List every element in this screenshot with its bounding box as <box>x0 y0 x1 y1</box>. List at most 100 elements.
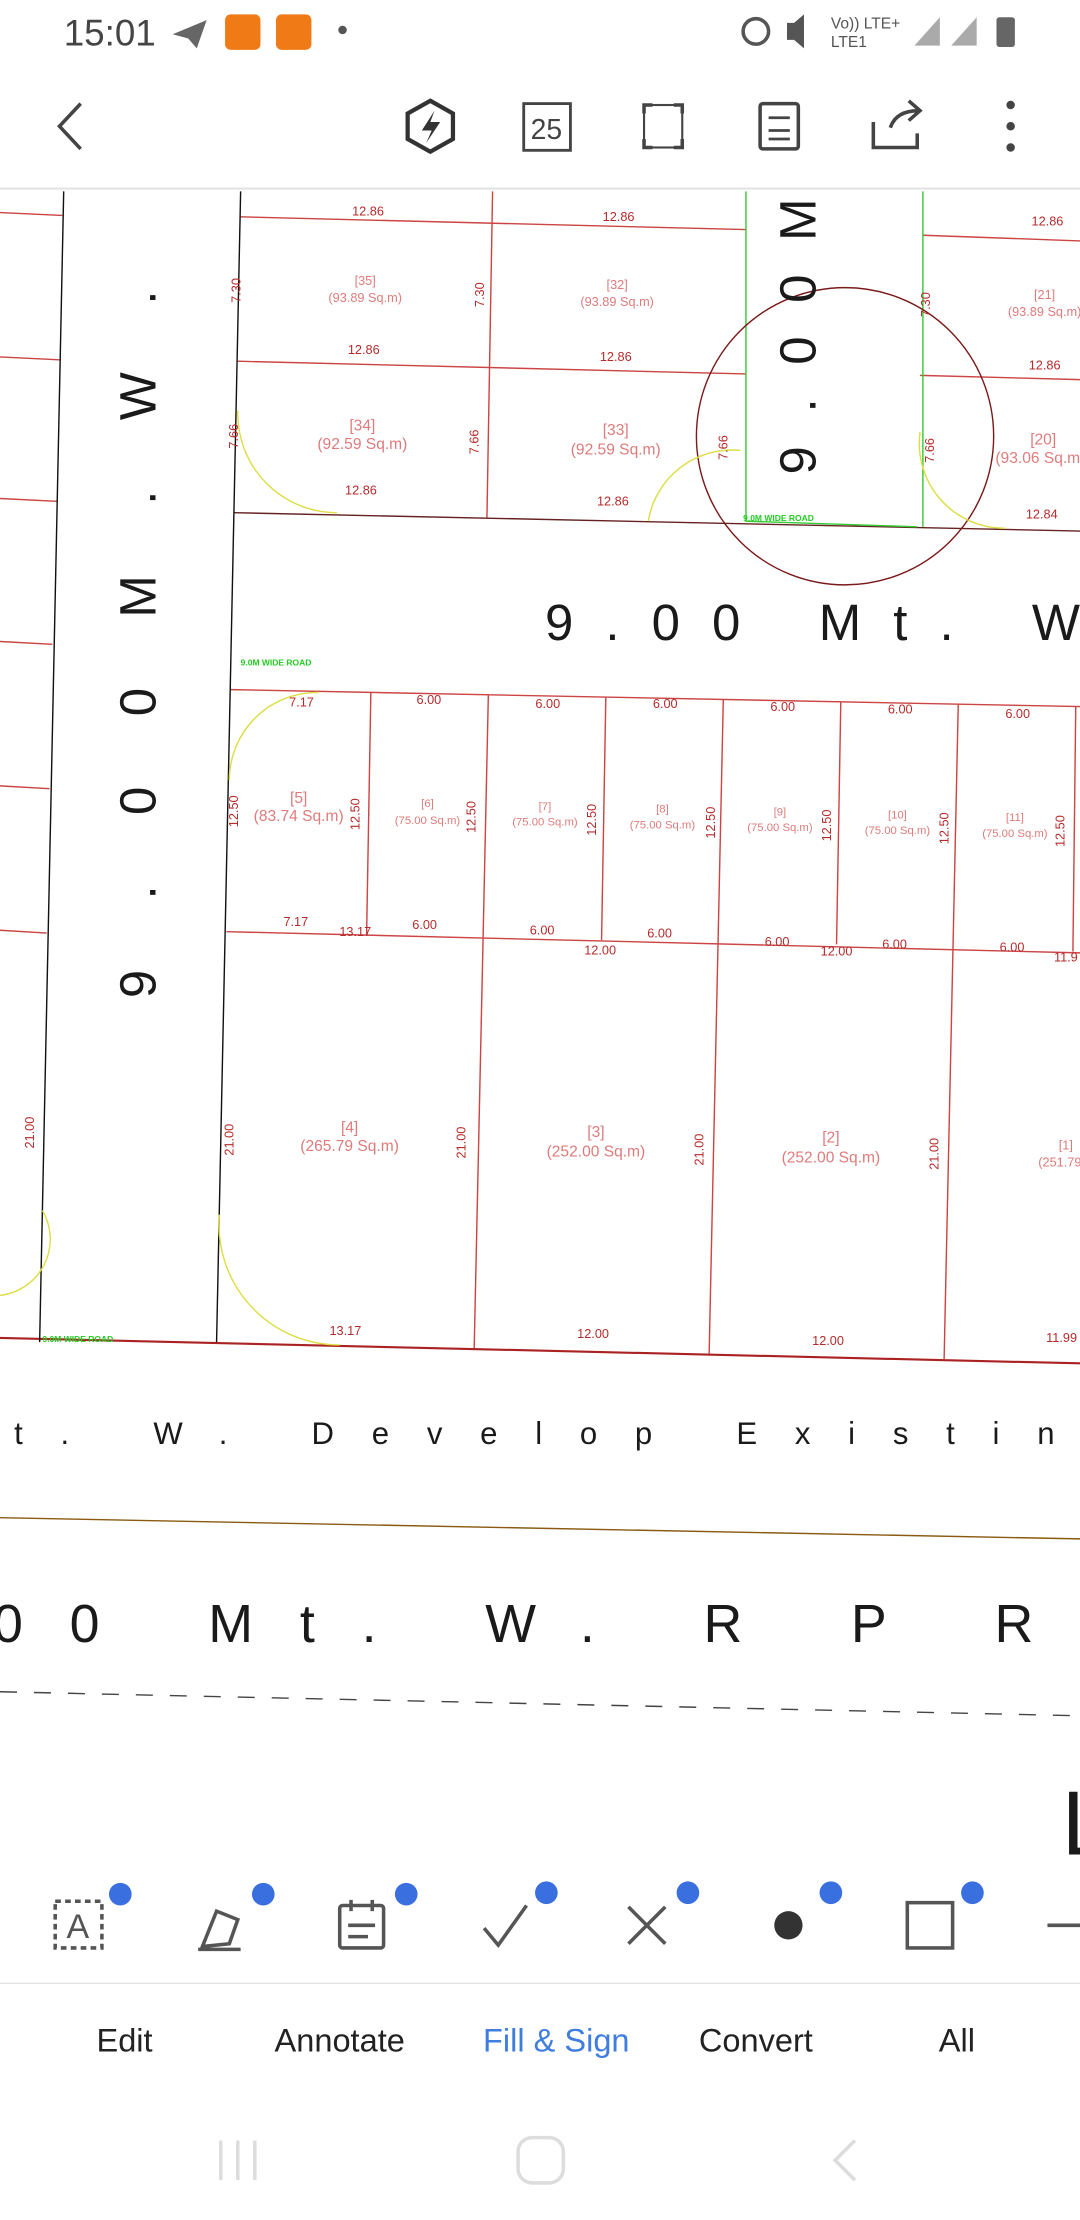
app-icon <box>276 14 312 50</box>
plot-label: [3] <box>587 1124 604 1141</box>
dimension-label: 12.00 <box>577 1326 609 1341</box>
nav-home[interactable] <box>516 2135 566 2185</box>
plot-label: (251.79 S <box>1038 1155 1080 1170</box>
plot-label: (75.00 Sq.m) <box>630 819 696 831</box>
plot-label: [21] <box>1034 287 1055 302</box>
corner-arcs <box>0 410 1005 1346</box>
dimension-label: 12.86 <box>1029 358 1061 373</box>
road-note: 9.0M WIDE ROAD <box>743 513 814 523</box>
plan-drawing: 12.86 12.86 12.86 7.30 7.30 7.30 [35] (93.89 Sq… <box>0 191 1080 1875</box>
tab-bar: Edit Annotate Fill & Sign Convert All <box>97 2022 975 2058</box>
dot-icon <box>338 25 347 35</box>
dot-tool[interactable] <box>774 1911 803 1940</box>
share-button[interactable] <box>871 99 923 150</box>
dimension-label: 12.50 <box>584 804 599 836</box>
road-label: 00 Mt. W. R P R <box>0 1594 1033 1654</box>
dimension-label: 6.00 <box>417 692 442 707</box>
dimension-label: 12.86 <box>1032 213 1064 228</box>
tab[interactable]: Convert <box>699 2022 813 2058</box>
tab[interactable]: Annotate <box>275 2022 405 2058</box>
dimension-label: 21.00 <box>22 1117 37 1149</box>
dimension-label: 12.50 <box>464 801 479 833</box>
plot-label: [7] <box>539 801 552 813</box>
pen-tool[interactable] <box>198 1908 241 1952</box>
dimension-label: 13.17 <box>339 924 371 939</box>
dimension-label: 12.50 <box>703 807 718 839</box>
dimension-label: 6.00 <box>888 702 913 717</box>
highlighted-plot <box>745 191 924 528</box>
plot-label: (252.00 Sq.m) <box>547 1144 646 1161</box>
plot-label: [6] <box>421 798 434 810</box>
plot-label: [20] <box>1030 432 1056 449</box>
fullscreen-frame <box>642 103 684 149</box>
telegram-icon <box>172 20 207 49</box>
road-label: 9.00M <box>769 198 826 474</box>
dimension-label: 6.00 <box>1005 706 1030 721</box>
dimension-label: 12.84 <box>1026 506 1058 521</box>
dimension-label: 12.86 <box>597 494 629 509</box>
alarm-icon <box>741 16 771 46</box>
network-label: Vo)) LTE+ <box>831 16 900 33</box>
road-label: 9.00 Mt. W <box>545 594 1080 651</box>
road-centerline <box>0 1691 1080 1717</box>
plot-label: [1] <box>1059 1138 1073 1153</box>
plot-label: (75.00 Sq.m) <box>747 822 813 834</box>
dimension-label: 13.17 <box>329 1323 361 1338</box>
tool-icons <box>53 1899 1080 1952</box>
tab[interactable]: Edit <box>97 2022 153 2058</box>
battery-icon <box>996 17 1015 47</box>
dimension-label: 6.00 <box>412 917 437 932</box>
road-label: 9.00M.W. <box>110 290 167 998</box>
dimension-label: 7.17 <box>283 914 308 929</box>
dimension-label: 12.86 <box>603 209 635 224</box>
plot-label: [2] <box>822 1130 839 1147</box>
ai-bolt <box>421 110 441 144</box>
plot-label: (75.00 Sq.m) <box>982 828 1048 840</box>
dimension-label: 12.50 <box>348 798 363 830</box>
ai-button[interactable] <box>405 98 456 155</box>
dimension-label: 21.00 <box>926 1138 941 1170</box>
tab[interactable]: Fill & Sign <box>483 2022 630 2058</box>
date-lines <box>348 1899 376 1939</box>
check-tool[interactable] <box>482 1904 528 1949</box>
tab[interactable]: All <box>939 2022 975 2058</box>
fullscreen-button[interactable] <box>642 103 685 150</box>
dimension-label: 6.00 <box>530 922 555 937</box>
plot-label: (93.89 Sq.m) <box>328 290 402 305</box>
nav-recents[interactable] <box>219 2140 257 2181</box>
dimension-label: 6.00 <box>653 696 678 711</box>
plot-label: [35] <box>355 273 376 288</box>
dimension-label: 7.66 <box>716 435 731 460</box>
edit-text-tool[interactable] <box>53 1899 104 1950</box>
road-note: 9.0M WIDE ROAD <box>42 1334 113 1344</box>
marker-circle <box>695 286 995 586</box>
dimension-label: 12.00 <box>584 942 616 957</box>
network-label: LTE1 <box>831 34 867 51</box>
dimension-label: 11.99 <box>1046 1330 1077 1345</box>
plot-label: [10] <box>888 809 907 821</box>
dimension-label: 12.86 <box>600 349 632 364</box>
plot-label: (92.59 Sq.m) <box>317 436 407 453</box>
rect-tool[interactable] <box>905 1900 955 1950</box>
app-icon <box>225 14 261 50</box>
dimension-label: 7.66 <box>226 424 241 449</box>
dimension-label: 12.50 <box>819 810 834 842</box>
dimension-label: 7.30 <box>918 292 933 317</box>
menu-dot <box>1006 143 1015 152</box>
menu-button[interactable] <box>1006 100 1015 110</box>
plot-label: (75.00 Sq.m) <box>395 815 461 827</box>
back-button[interactable] <box>57 102 82 151</box>
road-edge <box>215 191 242 1343</box>
status-time: 15:01 <box>64 13 156 54</box>
cross-tool[interactable] <box>627 1905 667 1945</box>
dimension-label: 6.00 <box>535 696 560 711</box>
page-count-button[interactable] <box>522 102 572 152</box>
dimension-label: 12.00 <box>812 1333 844 1348</box>
nav-back[interactable] <box>832 2139 857 2182</box>
road-edge <box>0 1336 1080 1365</box>
date-tool[interactable] <box>337 1903 386 1950</box>
reading-mode-button[interactable] <box>758 101 801 151</box>
road-edge <box>233 511 1080 532</box>
dimension-label: 12.86 <box>345 482 377 497</box>
